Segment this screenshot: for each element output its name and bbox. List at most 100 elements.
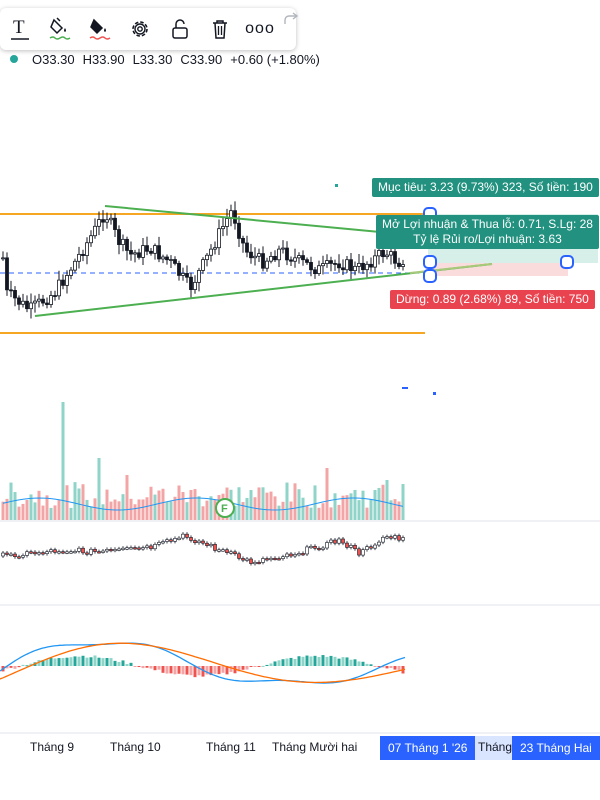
volume-bar bbox=[257, 487, 261, 520]
position-handles[interactable] bbox=[335, 184, 574, 395]
indicator-candle bbox=[289, 553, 293, 557]
macd-histogram-bar bbox=[197, 666, 201, 676]
macd-pane bbox=[0, 642, 406, 684]
volume-bar bbox=[361, 490, 365, 520]
indicator-candle bbox=[321, 547, 325, 550]
price-candle bbox=[61, 279, 65, 286]
volume-bar bbox=[333, 493, 337, 520]
price-candle bbox=[105, 219, 109, 223]
macd-histogram-bar bbox=[317, 656, 321, 666]
volume-bar bbox=[109, 501, 113, 520]
macd-histogram-bar bbox=[165, 666, 169, 674]
indicator-candle bbox=[65, 551, 69, 554]
macd-histogram-bar bbox=[61, 658, 65, 666]
volume-bar bbox=[105, 489, 109, 520]
indicator-candle bbox=[1, 552, 5, 557]
alert-marker bbox=[433, 392, 436, 395]
price-candle bbox=[101, 219, 105, 223]
volume-bar bbox=[61, 402, 65, 520]
volume-bars: F bbox=[1, 402, 405, 520]
volume-bar bbox=[73, 482, 77, 520]
volume-bar bbox=[369, 499, 373, 520]
price-candle bbox=[309, 262, 313, 271]
indicator-candle bbox=[229, 551, 233, 554]
time-axis[interactable]: Tháng 9 Tháng 10 Tháng 11 Tháng Mười hai… bbox=[0, 736, 600, 779]
indicator-candle bbox=[293, 554, 297, 557]
open-pnl-label[interactable]: Mở Lợi nhuận & Thua lỗ: 0.71, S.Lg: 28 T… bbox=[376, 215, 599, 249]
ohlc-high: H33.90 bbox=[82, 51, 125, 67]
stop-label[interactable]: Dừng: 0.89 (2.68%) 89, Số tiền: 750 bbox=[390, 290, 595, 309]
macd-histogram-bar bbox=[221, 666, 225, 673]
macd-histogram-bar bbox=[37, 660, 41, 666]
volume-bar bbox=[357, 500, 361, 520]
indicator-candle bbox=[261, 558, 265, 563]
more-button[interactable]: ooo bbox=[240, 11, 280, 47]
indicator-candle bbox=[177, 537, 181, 540]
volume-average-line bbox=[2, 497, 404, 511]
volume-bar bbox=[29, 494, 33, 520]
horizontal-lines[interactable] bbox=[0, 213, 428, 334]
signal-line bbox=[0, 642, 406, 684]
price-candle bbox=[5, 257, 9, 291]
position-handle bbox=[560, 255, 574, 269]
price-candle bbox=[257, 253, 261, 257]
earnings-marker-label: F bbox=[221, 503, 228, 515]
price-candle bbox=[109, 217, 113, 221]
range-start-label: 07 Tháng 1 '26 bbox=[380, 736, 476, 760]
macd-histogram-bar bbox=[349, 659, 353, 666]
indicator-candle bbox=[193, 540, 197, 544]
macd-histogram-bar bbox=[141, 666, 145, 669]
more-icon: ooo bbox=[245, 20, 275, 37]
volume-bar bbox=[321, 503, 325, 520]
volume-bar bbox=[237, 487, 241, 520]
volume-bar bbox=[101, 504, 105, 520]
price-candle bbox=[133, 252, 137, 255]
macd-histogram-bar bbox=[85, 657, 89, 666]
ohlc-legend: O33.30 H33.90 L33.30 C33.90 +0.60 (+1.80… bbox=[0, 48, 328, 70]
macd-histogram-bar bbox=[13, 666, 17, 669]
lock-button[interactable] bbox=[160, 11, 200, 47]
delete-button[interactable] bbox=[200, 11, 240, 47]
earnings-marker-icon bbox=[215, 498, 235, 518]
price-candle bbox=[117, 229, 121, 245]
price-candle bbox=[33, 300, 37, 304]
volume-bar bbox=[85, 499, 89, 520]
price-candle bbox=[261, 253, 265, 269]
text-tool-button[interactable]: T bbox=[0, 11, 40, 47]
line-color-button[interactable] bbox=[80, 11, 120, 47]
price-candle bbox=[221, 226, 225, 230]
fill-color-button[interactable] bbox=[40, 11, 80, 47]
macd-histogram-bar bbox=[161, 666, 165, 673]
price-candle bbox=[249, 251, 253, 259]
price-candle bbox=[185, 273, 189, 278]
price-candle bbox=[233, 210, 237, 224]
volume-bar bbox=[93, 498, 97, 520]
indicator-candle bbox=[333, 539, 337, 544]
macd-histogram-bar bbox=[205, 666, 209, 675]
volume-bar bbox=[381, 484, 385, 520]
price-candle bbox=[149, 250, 153, 254]
indicator-candle bbox=[89, 548, 93, 555]
price-candle bbox=[81, 253, 85, 256]
indicator-candle bbox=[397, 535, 401, 541]
price-candle bbox=[173, 259, 177, 264]
target-label[interactable]: Mục tiêu: 3.23 (9.73%) 323, Số tiền: 190 bbox=[372, 178, 599, 197]
price-candle bbox=[253, 255, 257, 259]
price-candle bbox=[321, 263, 325, 267]
x-tick-label: Tháng 9 bbox=[30, 740, 75, 754]
price-candle bbox=[21, 300, 25, 305]
redo-icon[interactable] bbox=[282, 12, 300, 26]
drawing-toolbar: T bbox=[0, 8, 296, 50]
settings-button[interactable] bbox=[120, 11, 160, 47]
macd-histogram-bar bbox=[353, 659, 357, 666]
volume-bar bbox=[281, 501, 285, 520]
volume-bar bbox=[341, 495, 345, 520]
macd-histogram-bar bbox=[281, 659, 285, 666]
volume-bar bbox=[5, 498, 9, 520]
indicator-candle bbox=[301, 553, 305, 556]
volume-bar bbox=[373, 490, 377, 520]
price-candle bbox=[121, 238, 125, 245]
indicator-candle bbox=[57, 551, 61, 554]
indicator-candle bbox=[337, 538, 341, 544]
